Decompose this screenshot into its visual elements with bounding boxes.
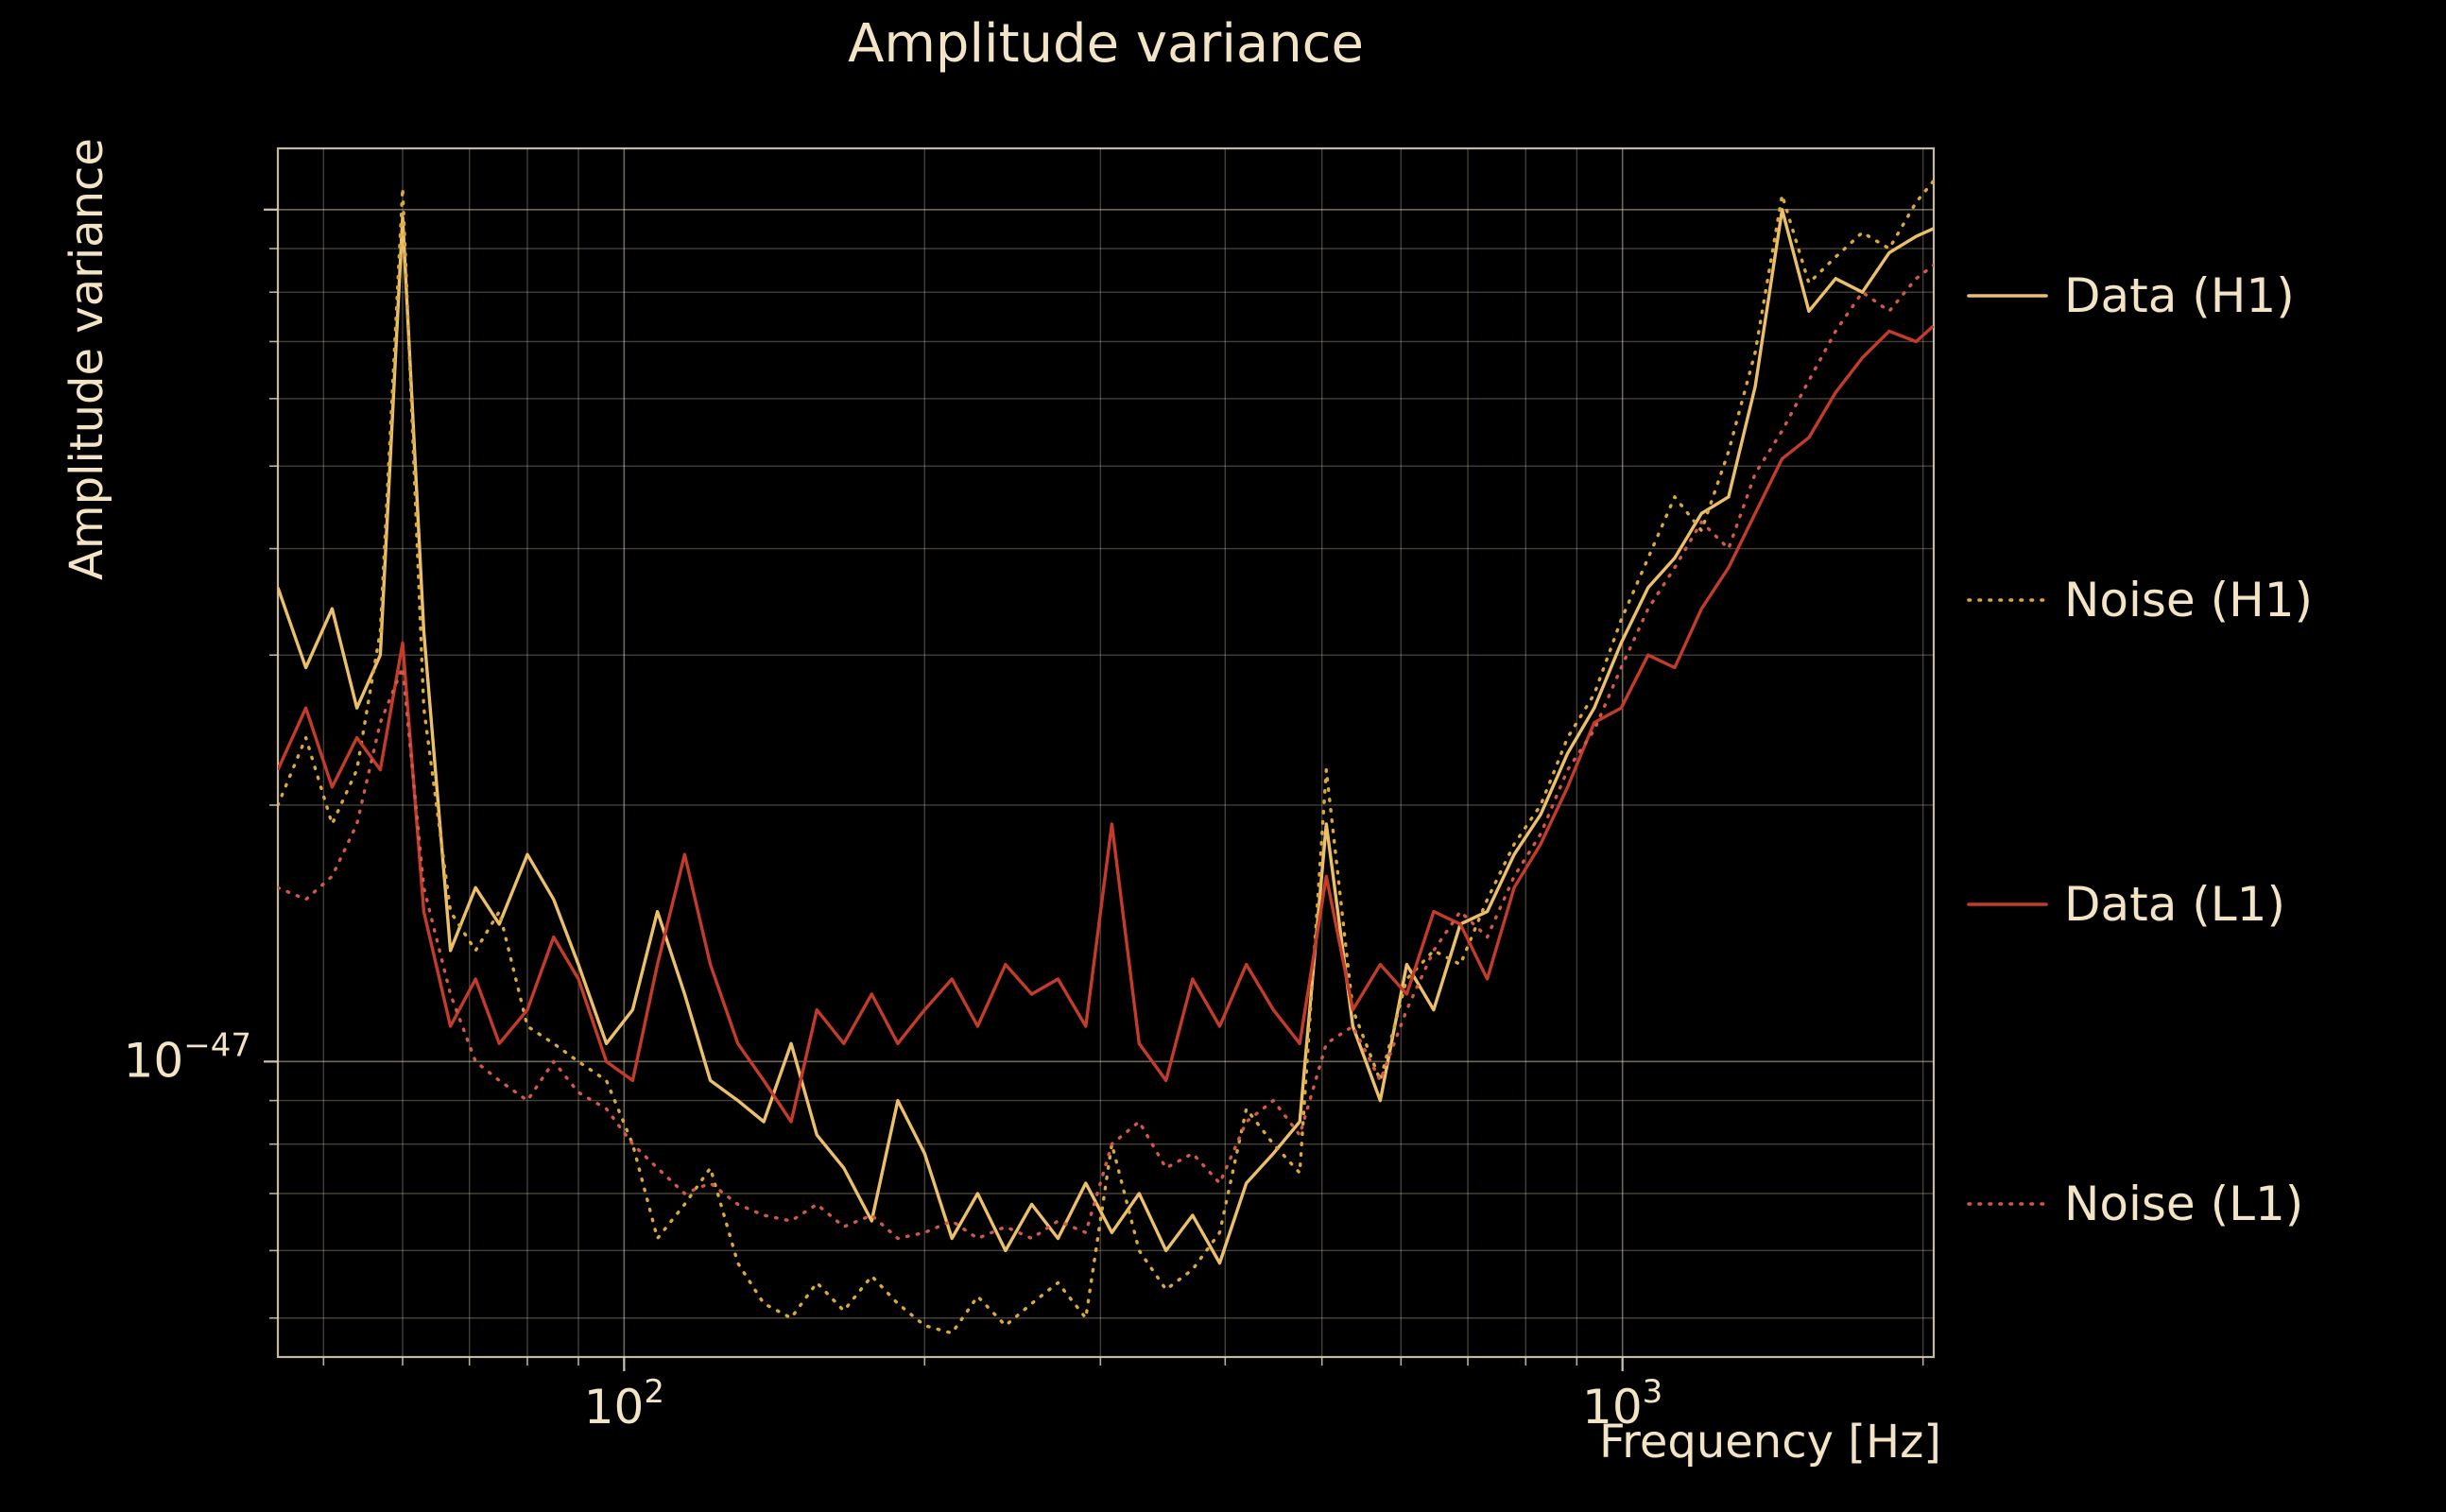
series-line-data-h1 (278, 208, 1934, 1265)
chart-title: Amplitude variance (848, 13, 1364, 75)
series-line-noise-h1 (278, 179, 1934, 1335)
legend-entry-data-h1: Data (H1) (1966, 267, 2295, 324)
x-axis-label: Frequency [Hz] (1599, 1416, 1941, 1469)
legend-label-noise-h1: Noise (H1) (2064, 573, 2314, 627)
legend-line-sample-noise-l1 (1967, 1202, 2048, 1206)
x-tick-label-100: 102 (584, 1373, 664, 1435)
series-line-data-l1 (278, 324, 1934, 1124)
legend-line-sample-data-h1 (1967, 294, 2048, 298)
series-line-noise-l1 (278, 264, 1934, 1241)
legend-line-sample-noise-h1 (1967, 598, 2048, 602)
legend-entry-noise-h1: Noise (H1) (1966, 572, 2313, 628)
x-tick-label-1000: 103 (1582, 1373, 1662, 1435)
legend-entry-noise-l1: Noise (L1) (1966, 1176, 2303, 1232)
legend-label-data-l1: Data (L1) (2064, 877, 2285, 932)
plot-frame (276, 146, 1936, 1359)
legend-label-noise-l1: Noise (L1) (2064, 1177, 2304, 1231)
legend: Data (H1) Noise (H1) Data (L1) Noise (L1… (1966, 0, 2438, 1512)
legend-label-data-h1: Data (H1) (2064, 268, 2295, 323)
legend-line-sample-data-l1 (1967, 902, 2048, 906)
y-tick-label-1e-47: 10−47 (124, 1026, 251, 1088)
legend-entry-data-l1: Data (L1) (1966, 876, 2285, 933)
